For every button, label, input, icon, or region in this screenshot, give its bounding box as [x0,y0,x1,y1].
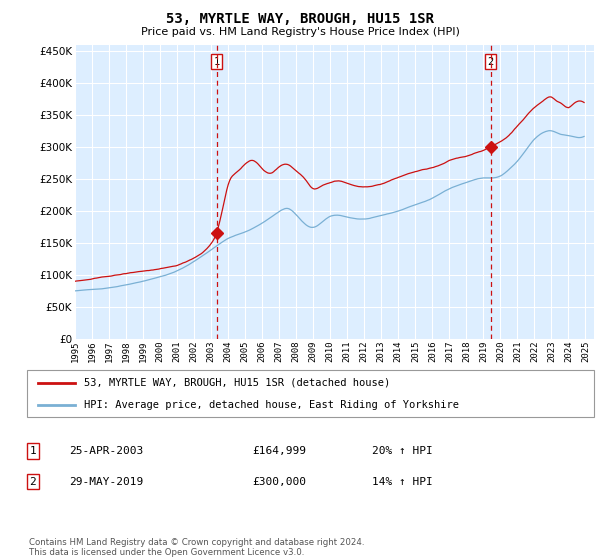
Text: 20% ↑ HPI: 20% ↑ HPI [372,446,433,456]
FancyBboxPatch shape [27,370,594,417]
Text: 29-MAY-2019: 29-MAY-2019 [69,477,143,487]
Text: 1: 1 [214,57,220,67]
Text: 25-APR-2003: 25-APR-2003 [69,446,143,456]
Text: £300,000: £300,000 [252,477,306,487]
Text: Price paid vs. HM Land Registry's House Price Index (HPI): Price paid vs. HM Land Registry's House … [140,27,460,37]
Text: 2: 2 [487,57,494,67]
Text: 53, MYRTLE WAY, BROUGH, HU15 1SR (detached house): 53, MYRTLE WAY, BROUGH, HU15 1SR (detach… [84,378,390,388]
Text: Contains HM Land Registry data © Crown copyright and database right 2024.
This d: Contains HM Land Registry data © Crown c… [29,538,364,557]
Text: 2: 2 [29,477,37,487]
Text: 14% ↑ HPI: 14% ↑ HPI [372,477,433,487]
Text: 53, MYRTLE WAY, BROUGH, HU15 1SR: 53, MYRTLE WAY, BROUGH, HU15 1SR [166,12,434,26]
Text: £164,999: £164,999 [252,446,306,456]
Text: HPI: Average price, detached house, East Riding of Yorkshire: HPI: Average price, detached house, East… [84,400,459,410]
Text: 1: 1 [29,446,37,456]
